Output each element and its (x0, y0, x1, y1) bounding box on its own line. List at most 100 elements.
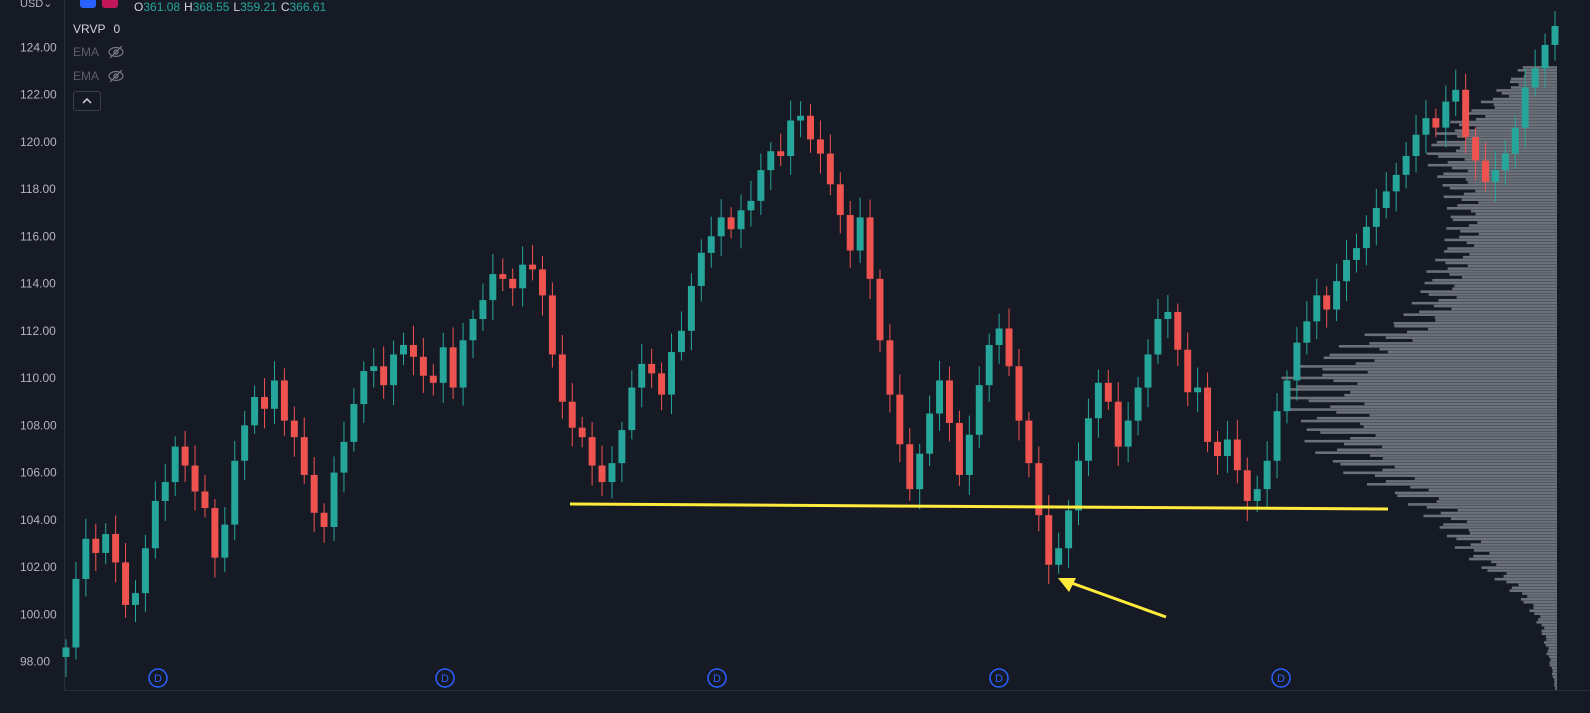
dividend-marker[interactable]: D (148, 668, 168, 688)
volume-profile-bar (1520, 598, 1557, 601)
volume-profile-bar (1463, 192, 1557, 196)
volume-profile-bar (1336, 448, 1557, 452)
support-line[interactable] (569, 502, 1389, 511)
eye-off-icon[interactable] (107, 45, 125, 59)
volume-profile-bar (1428, 293, 1557, 296)
volume-profile-bar (1456, 296, 1557, 299)
currency-selector[interactable]: USD⌄ (20, 0, 53, 10)
candle-body (588, 437, 596, 466)
volume-profile-bar (1536, 621, 1557, 624)
volume-profile-bar (1369, 414, 1557, 417)
volume-profile-bar (1550, 658, 1557, 661)
volume-profile-bar (1459, 146, 1557, 150)
candle-body (211, 508, 219, 558)
dividend-marker[interactable]: D (435, 668, 455, 688)
candle-body (1214, 441, 1221, 457)
candle-body (677, 330, 685, 353)
volume-profile-bar (1543, 641, 1557, 644)
volume-profile-bar (1434, 316, 1557, 319)
volume-profile-bar (1414, 477, 1557, 480)
moon-icon[interactable] (80, 0, 96, 8)
volume-profile-bar (1443, 195, 1557, 199)
annotations[interactable] (569, 502, 1389, 619)
legend-ema-2[interactable]: EMA (73, 67, 125, 85)
volume-profile-bar (1435, 258, 1557, 262)
candle-body (767, 151, 775, 171)
volume-profile-bar (1403, 313, 1557, 316)
candle-body (568, 401, 576, 428)
volume-profile-bar (1343, 471, 1557, 475)
volume-profile-bar (1548, 655, 1557, 659)
candle-body (1025, 420, 1033, 464)
candle-body (1283, 380, 1291, 412)
candle-body (1402, 155, 1410, 175)
candle-body (1452, 89, 1460, 102)
candle-body (836, 184, 844, 216)
volume-profile-bar (1475, 117, 1557, 121)
volume-profile-bar (1387, 350, 1557, 354)
volume-profile-bar (1452, 287, 1557, 291)
volume-profile-bar (1533, 606, 1557, 610)
volume-profile-bar (1423, 514, 1557, 518)
candle-body (826, 153, 834, 185)
volume-profile-bar (1451, 307, 1557, 311)
dividend-marker[interactable]: D (989, 668, 1009, 688)
volume-profile-bar (1454, 546, 1557, 549)
candle-body (1223, 439, 1231, 457)
candle-body (985, 345, 993, 386)
collapse-legend-button[interactable] (73, 91, 101, 111)
dividend-marker[interactable]: D (1271, 668, 1291, 688)
volume-profile-bar (1465, 178, 1557, 181)
volume-profile-bar (1411, 301, 1557, 305)
candle-body (846, 215, 854, 251)
volume-profile-bar (1527, 595, 1557, 598)
volume-profile-bar (1455, 149, 1557, 153)
y-tick-label: 118.00 (20, 182, 56, 196)
legend-vrvp[interactable]: VRVP 0 (73, 20, 120, 38)
volume-profile-bar (1369, 454, 1557, 457)
volume-profile-bar (1467, 264, 1557, 268)
candle-body (638, 363, 646, 388)
candle-body (1372, 207, 1380, 227)
candle-body (161, 482, 169, 501)
candle-body (807, 115, 814, 140)
candle-body (469, 319, 477, 341)
volume-profile-bar (1445, 261, 1557, 265)
candle-body (92, 538, 100, 553)
legend-ema-1[interactable]: EMA (73, 43, 125, 61)
volume-profile-bar (1336, 411, 1557, 414)
volume-profile-bar (1340, 462, 1557, 466)
candle-body (886, 340, 894, 395)
volume-profile-bar (1442, 184, 1557, 187)
candle-body (1511, 127, 1519, 154)
candle-body (62, 647, 70, 657)
y-tick-label: 106.00 (20, 466, 57, 480)
candle-body (1432, 118, 1440, 128)
annotation-arrow[interactable] (1065, 579, 1167, 619)
eye-off-icon[interactable] (107, 69, 125, 83)
dividend-marker[interactable]: D (707, 668, 727, 688)
chevron-up-icon (82, 97, 92, 104)
candle-body (1323, 295, 1331, 310)
candle-body (1333, 281, 1341, 310)
volume-profile-bar (1548, 646, 1557, 650)
candle-body (419, 356, 427, 376)
candle-body (648, 363, 656, 374)
candle-body (1382, 191, 1390, 208)
volume-profile-bar (1554, 681, 1557, 684)
volume-profile-bar (1332, 460, 1557, 463)
compare-icon[interactable] (102, 0, 118, 8)
y-tick-label: 98.00 (20, 655, 50, 669)
candle-body (737, 210, 745, 230)
candle-body (181, 446, 189, 466)
volume-profile-bar (1541, 623, 1557, 627)
candle-body (1303, 321, 1311, 343)
candle-body (687, 285, 695, 331)
y-tick-label: 114.00 (20, 277, 56, 291)
volume-profile-bar (1471, 209, 1557, 213)
candle-body (489, 274, 497, 301)
candle-body (1531, 68, 1539, 88)
volume-profile-bar (1467, 169, 1557, 173)
